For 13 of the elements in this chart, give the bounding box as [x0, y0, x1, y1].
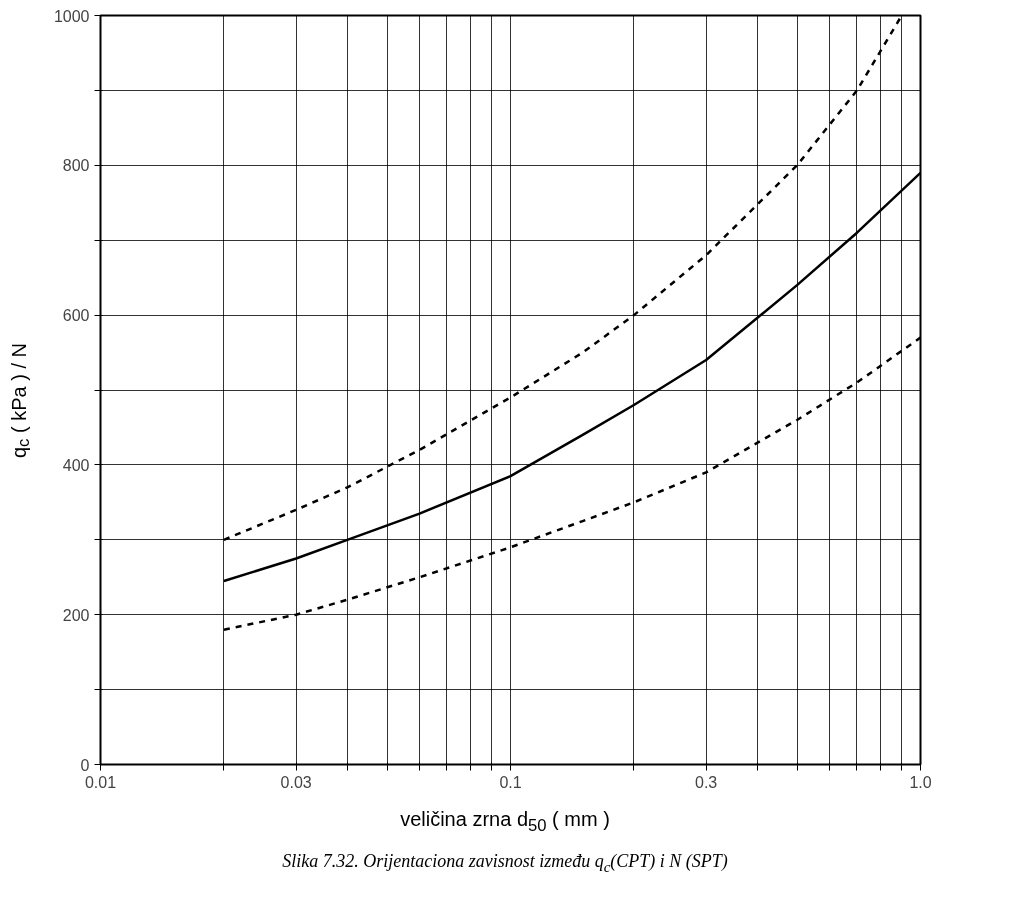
x-axis-title: veličina zrna d$_{50}$ ( mm )	[400, 807, 610, 837]
y-tick-label: 1000	[53, 7, 90, 25]
x-tick-label: 0.3	[695, 773, 718, 791]
x-tick-label: 0.03	[280, 773, 312, 791]
x-tick-label: 0.1	[499, 773, 522, 791]
x-tick-label: 0.01	[84, 773, 117, 791]
y-tick-label: 0	[80, 756, 90, 774]
x-tick-label: 1.0	[909, 773, 932, 791]
y-tick-label: 600	[62, 307, 90, 325]
y-tick-label: 400	[62, 456, 90, 474]
y-tick-label: 200	[62, 606, 90, 624]
text: Slika 7.32. Orijentaciona zavisnost između q$_{c}$(CPT) i N (SPT)	[282, 850, 728, 877]
y-tick-label: 800	[62, 157, 90, 175]
